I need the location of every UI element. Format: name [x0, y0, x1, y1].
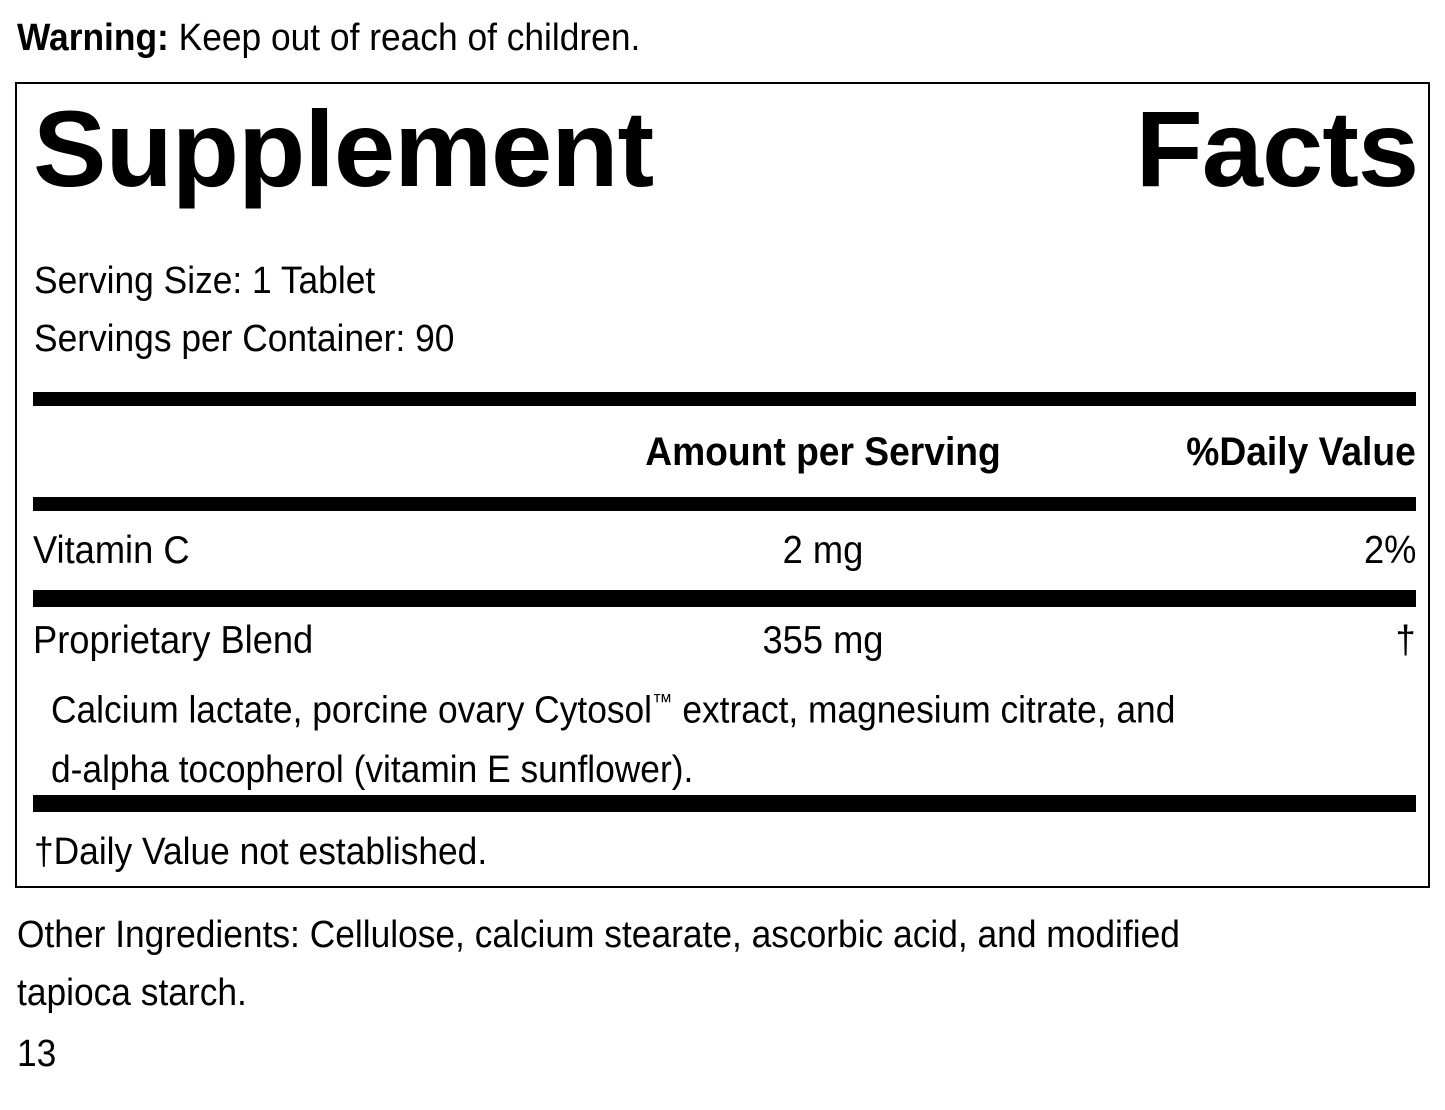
panel-title-word-supplement: Supplement [33, 88, 654, 209]
blend-description-line-1: Calcium lactate, porcine ovary Cytosol™ … [51, 672, 1325, 741]
warning-label: Warning: [17, 17, 169, 59]
page-number: 13 [17, 1033, 57, 1075]
nutrient-daily-value: † [1395, 619, 1416, 662]
nutrient-name: Vitamin C [33, 529, 190, 572]
panel-inner: Supplement Facts Serving Size: 1 Tablet … [33, 84, 1419, 886]
blend-description-line-2: d-alpha tocopherol (vitamin E sunflower)… [51, 748, 694, 791]
serving-info: Serving Size: 1 Tablet Servings per Cont… [34, 252, 454, 368]
table-row: Proprietary Blend 355 mg † [33, 612, 1416, 670]
column-header-daily-value: %Daily Value [1186, 430, 1416, 474]
rule-between-nutrients [33, 590, 1416, 607]
trademark-icon: ™ [652, 689, 673, 714]
nutrient-daily-value: 2% [1363, 529, 1416, 572]
warning-line: Warning: Keep out of reach of children. [17, 16, 640, 60]
serving-size: Serving Size: 1 Tablet [34, 260, 376, 302]
blend-desc-text-after-tm: extract, magnesium citrate, and [672, 689, 1176, 732]
nutrient-amount: 2 mg [782, 529, 864, 572]
blend-description: Calcium lactate, porcine ovary Cytosol™ … [51, 672, 1421, 800]
panel-title: Supplement Facts [33, 88, 1419, 209]
daily-value-footnote: †Daily Value not established. [34, 831, 488, 873]
servings-per-container: Servings per Container: 90 [34, 318, 455, 360]
rule-above-footnote [33, 795, 1416, 812]
blend-desc-text-before-tm: Calcium lactate, porcine ovary Cytosol [51, 689, 653, 732]
nutrient-name: Proprietary Blend [33, 619, 314, 662]
column-header-amount-per-serving: Amount per Serving [645, 430, 1001, 474]
supplement-facts-panel: Supplement Facts Serving Size: 1 Tablet … [15, 82, 1430, 888]
table-row: Vitamin C 2 mg 2% [33, 522, 1416, 580]
panel-title-word-facts: Facts [1135, 88, 1419, 209]
other-ingredients: Other Ingredients: Cellulose, calcium st… [17, 906, 1437, 1022]
rule-below-header [33, 497, 1416, 511]
other-ingredients-line-2: tapioca starch. [17, 972, 247, 1014]
warning-text: Keep out of reach of children. [168, 17, 641, 59]
rule-above-header [33, 392, 1416, 406]
column-header-row: Amount per Serving %Daily Value [33, 422, 1416, 482]
nutrient-amount: 355 mg [762, 619, 884, 662]
other-ingredients-line-1: Other Ingredients: Cellulose, calcium st… [17, 914, 1180, 956]
